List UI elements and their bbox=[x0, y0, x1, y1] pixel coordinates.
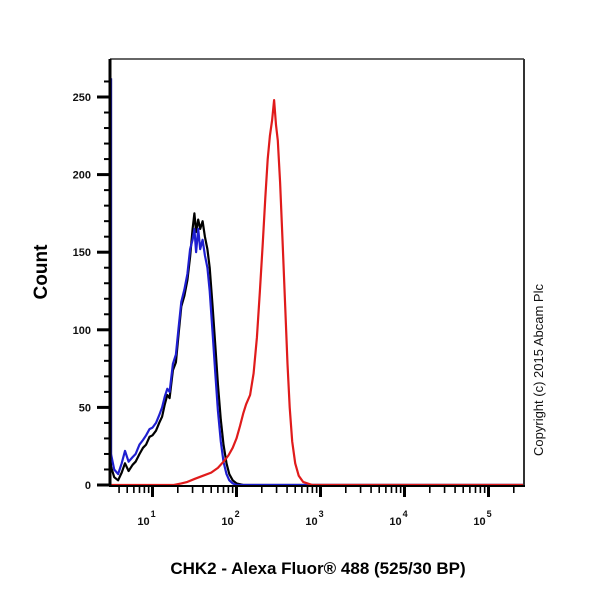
histogram-series bbox=[109, 78, 523, 487]
plot-frame bbox=[110, 58, 525, 486]
y-tick-label: 100 bbox=[73, 325, 91, 337]
y-tick-label: 200 bbox=[73, 170, 91, 182]
x-axis-title: CHK2 - Alexa Fluor® 488 (525/30 BP) bbox=[170, 559, 465, 578]
series-chk2-antibody bbox=[111, 99, 523, 487]
y-tick-label: 150 bbox=[73, 247, 91, 259]
y-tick-label: 50 bbox=[79, 402, 91, 414]
y-tick-label: 250 bbox=[73, 92, 91, 104]
y-ticks: 0 50 100 150 200 250 bbox=[73, 80, 110, 492]
copyright-watermark: Copyright (c) 2015 Abcam Plc bbox=[531, 284, 546, 456]
y-axis-title: Count bbox=[31, 244, 52, 300]
series-isotype-control bbox=[109, 78, 523, 487]
y-tick-label: 0 bbox=[85, 480, 91, 492]
